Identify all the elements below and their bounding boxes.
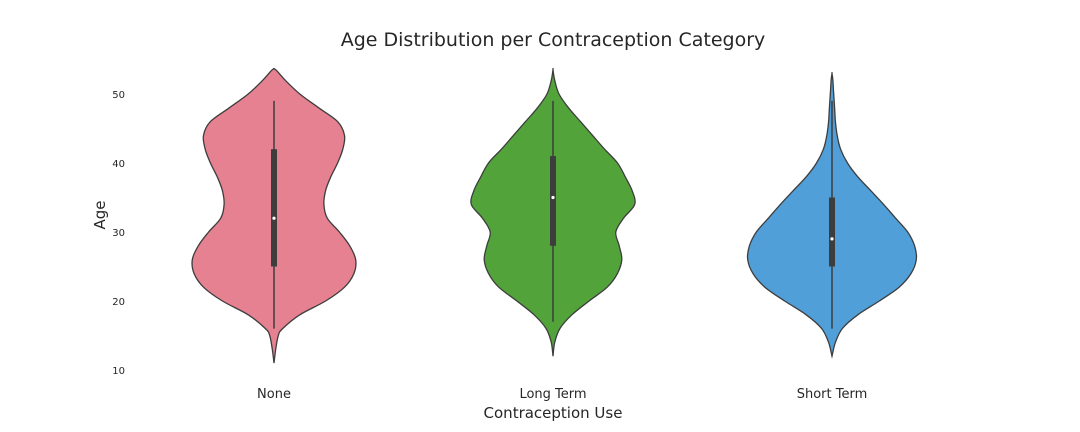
x-tick-label: None	[257, 387, 291, 402]
iqr-box	[829, 197, 835, 267]
x-tick-label: Long Term	[519, 387, 586, 402]
violin-short-term	[746, 71, 918, 359]
chart-title: Age Distribution per Contraception Categ…	[341, 29, 766, 51]
median-dot	[551, 195, 555, 200]
x-tick-labels: None Long Term Short Term	[257, 387, 867, 402]
y-tick-label: 20	[112, 297, 125, 308]
violins	[191, 67, 918, 364]
iqr-box	[550, 156, 556, 246]
iqr-box	[271, 149, 277, 267]
y-tick-label: 40	[112, 159, 125, 170]
y-tick-labels: 10 20 30 40 50	[112, 90, 125, 377]
x-axis-label: Contraception Use	[484, 404, 623, 422]
x-tick-label: Short Term	[797, 387, 868, 402]
y-tick-label: 10	[112, 366, 125, 377]
y-tick-label: 50	[112, 90, 125, 101]
y-axis-label: Age	[91, 200, 109, 229]
median-dot	[272, 216, 276, 220]
median-dot	[830, 237, 834, 241]
y-tick-label: 30	[112, 228, 125, 239]
violin-long-term	[470, 67, 636, 357]
violin-none	[191, 67, 357, 364]
